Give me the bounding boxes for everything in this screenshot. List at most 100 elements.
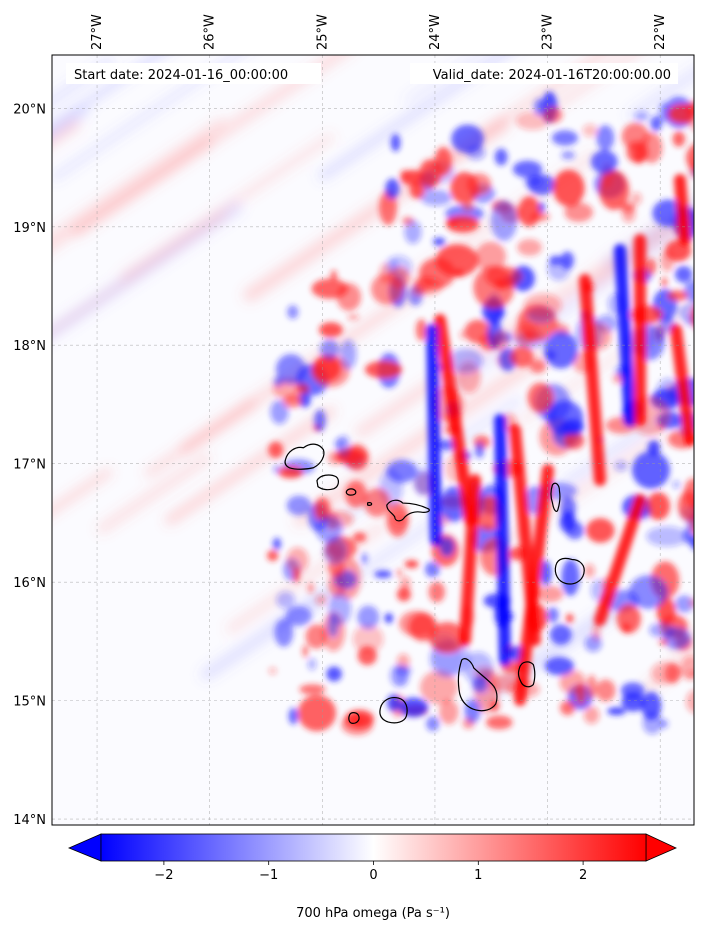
field-cell [561, 150, 575, 160]
field-cell [646, 526, 688, 547]
lat-tick-label: 15°N [13, 695, 46, 710]
field-cell [517, 239, 542, 256]
longitude-tick-labels: 27°W 26°W 25°W 24°W 23°W 22°W [90, 14, 668, 50]
field-cell [288, 707, 299, 725]
field-cell [363, 488, 391, 517]
field-cell [658, 101, 670, 123]
field-cell [607, 707, 626, 716]
island-outline [386, 499, 430, 522]
field-cell [466, 145, 486, 160]
lon-tick-label: 24°W [428, 14, 443, 50]
field-cell [464, 699, 481, 724]
field-cell [424, 561, 440, 578]
field-cell [661, 277, 668, 288]
field-cell [386, 694, 401, 712]
omega-field [52, 55, 694, 736]
field-cell [529, 359, 546, 374]
field-cell [413, 469, 433, 496]
valid-date-box: Valid_date: 2024-01-16T20:00:00.00 [410, 63, 678, 84]
field-cell [305, 624, 328, 649]
field-cell [344, 480, 368, 508]
field-cell [634, 111, 649, 122]
field-cell [631, 451, 670, 489]
colorbar-extend-left [67, 833, 102, 862]
field-cell [267, 550, 279, 562]
field-cell [464, 319, 492, 344]
field-cell [394, 666, 412, 675]
field-cell [463, 651, 494, 685]
field-cell [626, 141, 649, 163]
field-cell [473, 265, 515, 309]
field-cell [439, 537, 455, 557]
coastlines [284, 443, 585, 724]
field-cell [685, 100, 694, 131]
field-cell [439, 699, 459, 725]
field-cell [364, 360, 403, 379]
island-outline [550, 482, 561, 512]
field-cell [328, 592, 352, 626]
field-cell [370, 273, 404, 305]
field-cell [323, 536, 348, 565]
lon-tick-label: 27°W [90, 14, 105, 50]
field-streak [579, 274, 606, 486]
field-cell [361, 553, 368, 564]
field-cell [564, 431, 585, 450]
field-cell [560, 251, 575, 270]
field-cell [297, 694, 337, 732]
field-cell [319, 322, 343, 338]
field-cell [415, 277, 433, 291]
field-cell [641, 691, 662, 721]
field-cell [438, 439, 456, 451]
island-outline [345, 488, 357, 496]
field-cell [283, 394, 303, 408]
field-cell [312, 355, 341, 382]
field-cell [650, 661, 682, 684]
field-cell [409, 181, 425, 199]
field-cell [326, 666, 342, 682]
field-cell [523, 293, 562, 318]
field-cell [583, 706, 600, 724]
lat-tick-label: 16°N [13, 576, 46, 591]
field-streak [459, 474, 481, 646]
field-cell [385, 178, 400, 199]
field-cell [474, 442, 485, 459]
field-cell [560, 419, 585, 435]
field-cell [374, 570, 392, 579]
field-cell [302, 644, 308, 658]
field-streak [670, 324, 694, 446]
field-band [293, 348, 552, 527]
field-cell [276, 591, 295, 609]
field-cell [399, 576, 411, 593]
field-cell [458, 330, 467, 340]
field-cell [314, 409, 326, 432]
field-cell [285, 605, 312, 626]
field-cell [339, 339, 357, 370]
field-cell [398, 697, 429, 718]
colorbar-ticks: −2 −1 0 1 2 [154, 861, 587, 883]
field-streak [494, 414, 511, 666]
field-cell [396, 569, 403, 577]
island-outline [284, 443, 325, 470]
field-cell [454, 269, 464, 278]
field-cell [307, 658, 317, 671]
field-band [52, 106, 89, 140]
field-cell [490, 200, 518, 242]
field-cell [357, 646, 377, 666]
colorbar-tick-label: 2 [579, 868, 587, 883]
field-cell [426, 716, 440, 732]
field-cell [428, 581, 445, 603]
field-band [627, 66, 694, 122]
field-cell [419, 670, 458, 705]
field-cell [559, 670, 586, 695]
field-cell [268, 666, 277, 675]
field-cell [512, 160, 543, 178]
field-cell [564, 202, 594, 222]
field-streak [614, 244, 636, 426]
field-cell [510, 345, 534, 368]
island-outline [457, 658, 498, 712]
field-cell [658, 638, 668, 646]
lat-tick-label: 14°N [13, 813, 46, 828]
field-cell [584, 563, 595, 578]
field-band [52, 468, 113, 516]
